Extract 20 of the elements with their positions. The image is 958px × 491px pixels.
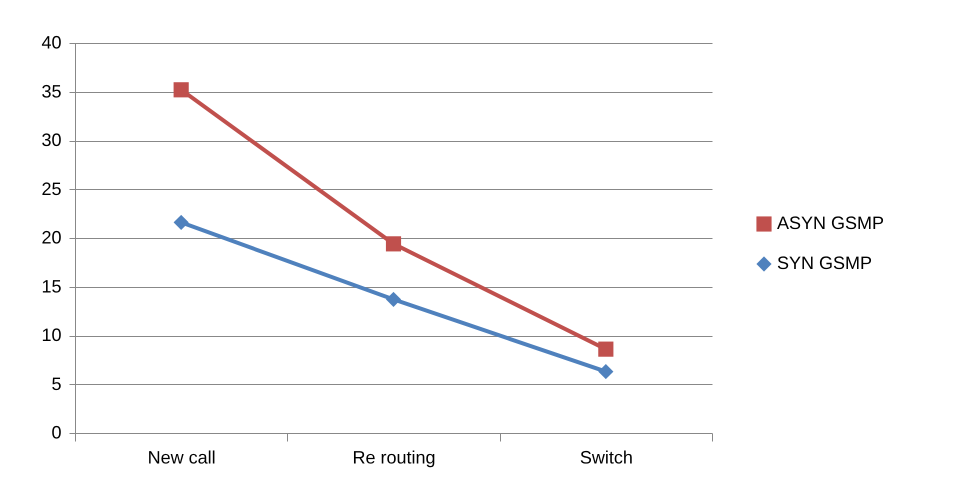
y-tick-label: 5 [51, 374, 62, 394]
point [174, 82, 189, 98]
x-tick-label: New call [148, 448, 216, 468]
point [598, 342, 614, 357]
legend-label: SYN GSMP [777, 253, 872, 273]
y-tick-label: 20 [41, 228, 62, 248]
y-tick-label: 40 [41, 32, 62, 52]
y-tick-label: 30 [41, 130, 62, 150]
point [598, 364, 614, 380]
legend-label: ASYN GSMP [777, 213, 884, 233]
x-tick-label: Switch [580, 448, 633, 468]
y-tick-label: 25 [41, 178, 62, 199]
point [386, 292, 402, 308]
point [386, 236, 402, 252]
point [174, 214, 189, 230]
y-tick-label: 10 [41, 325, 62, 345]
x-tick-label: Re routing [352, 448, 436, 468]
y-tick-label: 35 [41, 81, 62, 102]
y-tick-label: 0 [51, 422, 62, 442]
y-tick-label: 15 [41, 276, 62, 296]
